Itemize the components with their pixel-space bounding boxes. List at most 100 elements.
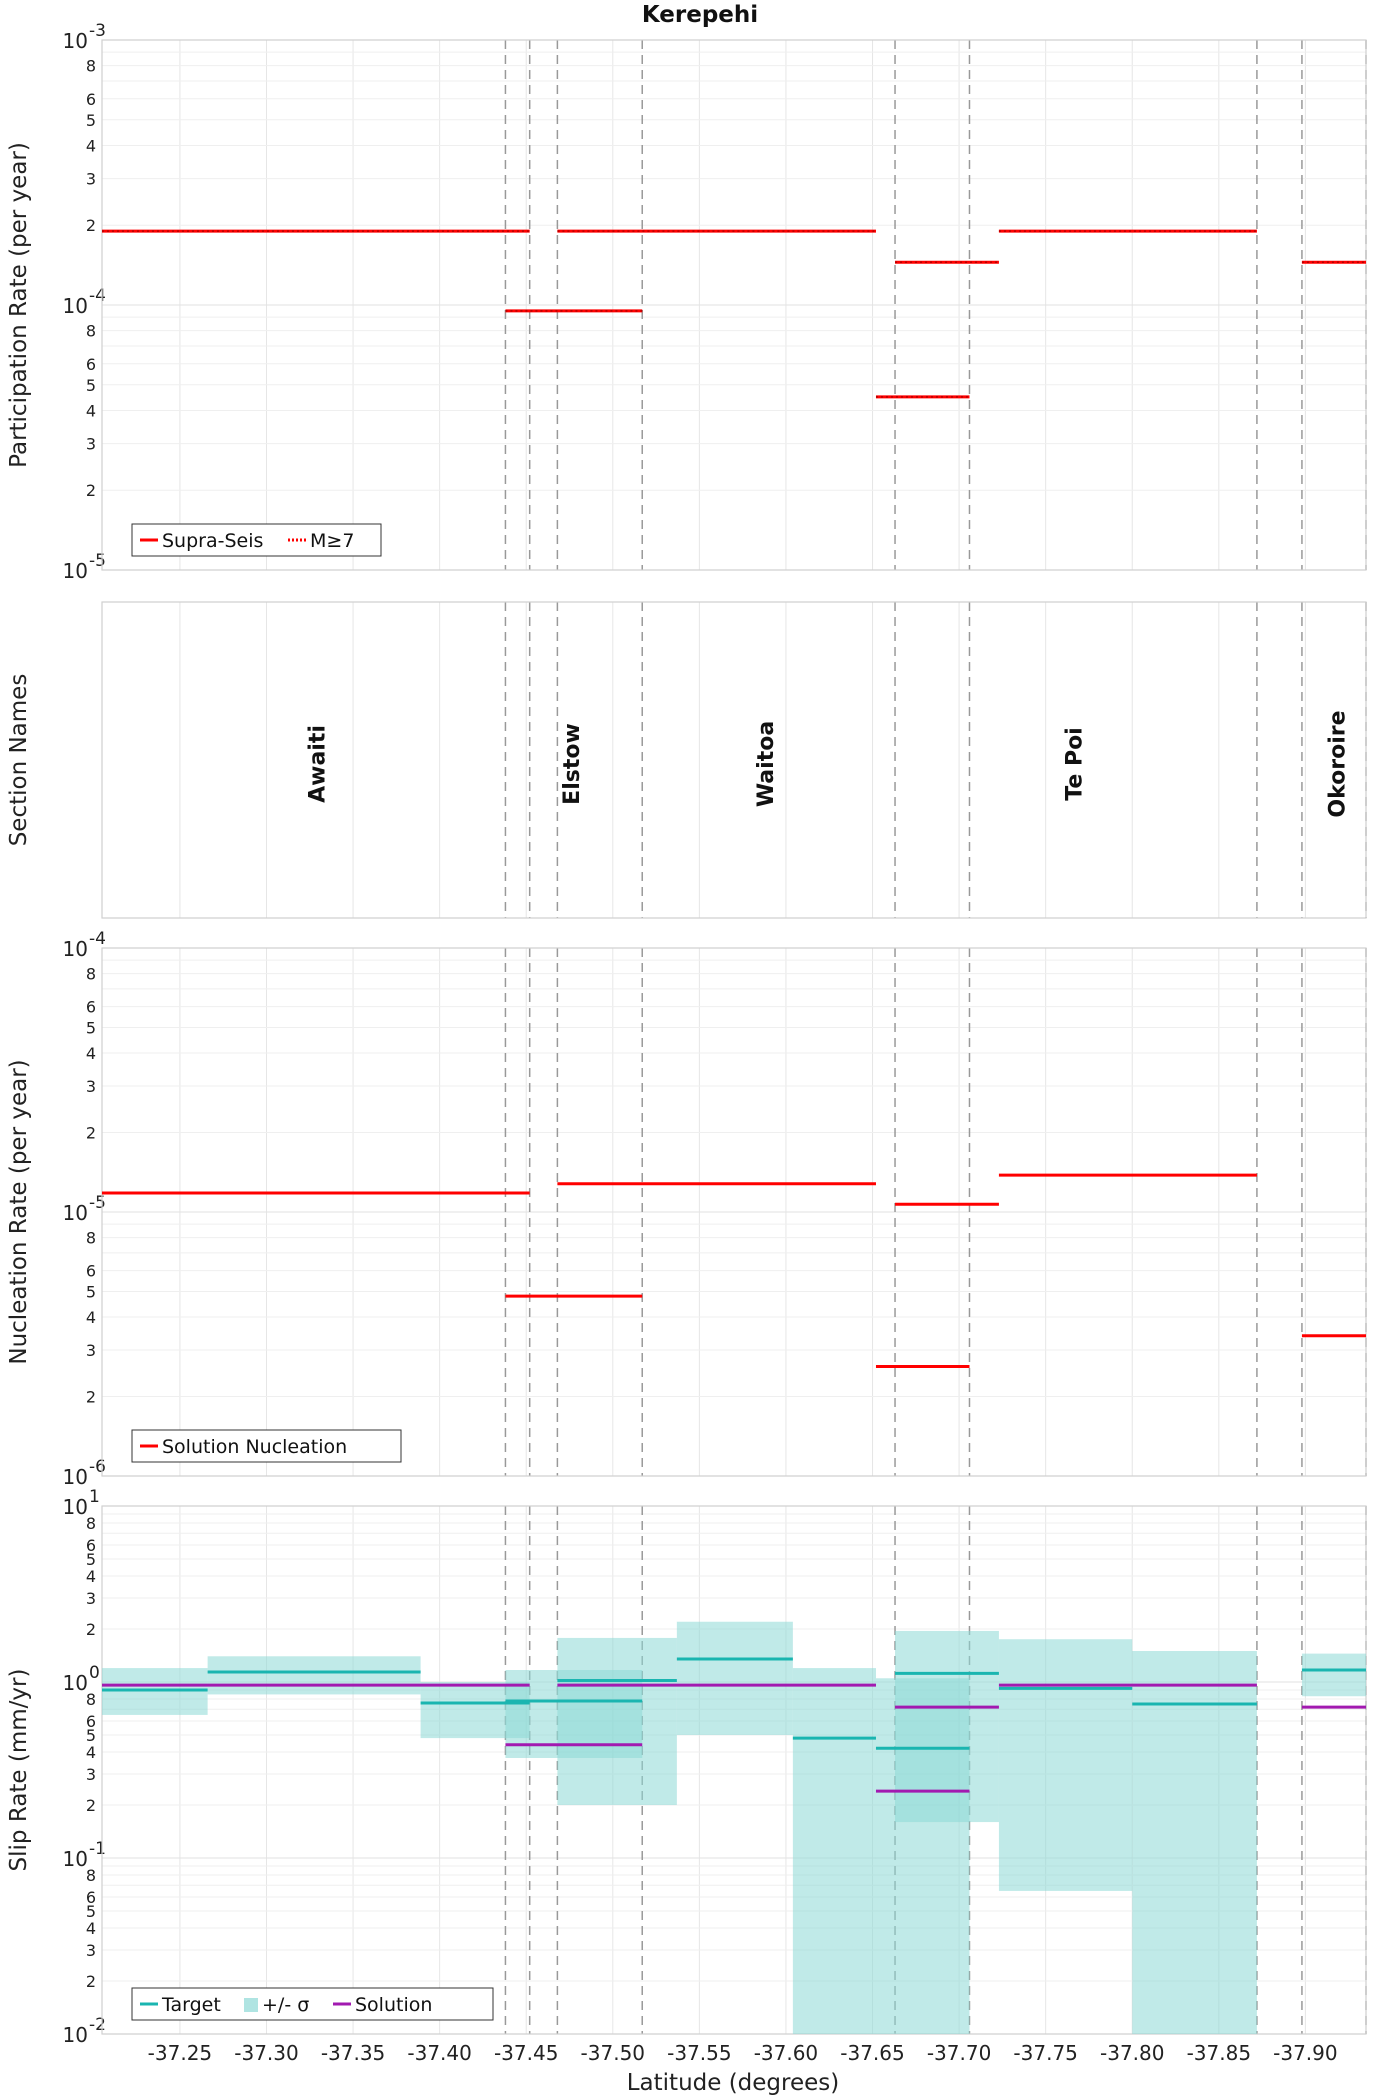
plot-frame — [101, 601, 1367, 919]
y-minor-tick-label: 2 — [86, 1388, 96, 1407]
x-tick-label: -37.85 — [1187, 2041, 1251, 2065]
section-name-label: Awaiti — [306, 725, 331, 803]
y-minor-tick-label: 2 — [86, 216, 96, 235]
plot-area — [102, 602, 1366, 918]
slip-sigma-band — [792, 1668, 876, 2034]
legend-entry: Solution — [355, 1994, 432, 2016]
y-tick-label: 10 — [63, 1847, 88, 1871]
y-tick-label: 10 — [63, 294, 88, 318]
y-minor-tick-label: 8 — [86, 1866, 96, 1885]
y-tick-exponent: -5 — [89, 551, 106, 571]
legend-swatch — [244, 1998, 258, 2012]
y-minor-tick-label: 2 — [86, 1796, 96, 1815]
x-tick-label: -37.75 — [1013, 2041, 1077, 2065]
y-tick-label: 10 — [63, 29, 88, 53]
y-tick-exponent: -2 — [89, 2015, 106, 2035]
y-minor-tick-label: 8 — [86, 1690, 96, 1709]
y-tick-exponent: -3 — [89, 21, 106, 41]
y-minor-tick-label: 4 — [86, 1044, 96, 1063]
y-minor-tick-label: 5 — [86, 1018, 96, 1037]
plot-frame — [101, 1505, 1367, 2035]
y-axis-label: Section Names — [6, 674, 32, 847]
y-minor-tick-label: 3 — [86, 435, 96, 454]
y-tick-exponent: 1 — [89, 1487, 100, 1507]
x-tick-label: -37.40 — [407, 2041, 471, 2065]
section-name-label: Elstow — [560, 723, 585, 805]
legend-entry: M≥7 — [310, 530, 354, 552]
y-minor-tick-label: 2 — [86, 1124, 96, 1143]
y-tick-label: 10 — [63, 1671, 88, 1695]
x-tick-label: -37.30 — [234, 2041, 298, 2065]
y-tick-exponent: 0 — [89, 1663, 100, 1683]
y-minor-tick-label: 3 — [86, 1765, 96, 1784]
legend-box — [131, 1429, 402, 1463]
x-tick-label: -37.70 — [927, 2041, 991, 2065]
legend-box — [131, 523, 382, 557]
y-minor-tick-label: 6 — [86, 1888, 96, 1907]
x-tick-label: -37.35 — [321, 2041, 385, 2065]
y-tick-label: 10 — [63, 1201, 88, 1225]
y-tick-label: 10 — [63, 937, 88, 961]
y-minor-tick-label: 4 — [86, 1308, 96, 1327]
plot-frame — [101, 39, 1367, 571]
section-name-label: Okoroire — [1326, 710, 1351, 817]
y-minor-tick-label: 4 — [86, 1743, 96, 1762]
slip-sigma-band — [1301, 1653, 1366, 1697]
y-tick-exponent: -5 — [89, 1193, 106, 1213]
y-minor-tick-label: 8 — [86, 57, 96, 76]
y-minor-tick-label: 6 — [86, 998, 96, 1017]
y-minor-tick-label: 5 — [86, 1726, 96, 1745]
y-minor-tick-label: 6 — [86, 355, 96, 374]
x-axis-label: Latitude (degrees) — [627, 2070, 840, 2096]
slip-sigma-band — [895, 1630, 999, 1823]
y-minor-tick-label: 8 — [86, 1229, 96, 1248]
y-minor-tick-label: 8 — [86, 322, 96, 341]
y-axis-label: Participation Rate (per year) — [6, 142, 32, 468]
x-tick-label: -37.90 — [1273, 2041, 1337, 2065]
y-minor-tick-label: 3 — [86, 1341, 96, 1360]
y-minor-tick-label: 5 — [86, 1902, 96, 1921]
y-minor-tick-label: 8 — [86, 965, 96, 984]
plot-frame — [101, 947, 1367, 1477]
y-tick-label: 10 — [63, 559, 88, 583]
y-minor-tick-label: 5 — [86, 1550, 96, 1569]
y-axis-label: Slip Rate (mm/yr) — [6, 1669, 32, 1872]
x-tick-label: -37.60 — [754, 2041, 818, 2065]
y-minor-tick-label: 6 — [86, 90, 96, 109]
y-minor-tick-label: 3 — [86, 170, 96, 189]
x-tick-label: -37.55 — [667, 2041, 731, 2065]
x-tick-label: -37.45 — [494, 2041, 558, 2065]
slip-sigma-band — [998, 1639, 1133, 1891]
y-minor-tick-label: 5 — [86, 111, 96, 130]
legend-box — [131, 1987, 494, 2021]
y-minor-tick-label: 4 — [86, 136, 96, 155]
y-tick-exponent: -4 — [89, 286, 106, 306]
section-name-label: Waitoa — [754, 721, 779, 807]
x-tick-label: -37.80 — [1100, 2041, 1164, 2065]
legend-entry: +/- σ — [262, 1994, 309, 2016]
y-minor-tick-label: 3 — [86, 1589, 96, 1608]
slip-sigma-band — [557, 1637, 677, 1806]
y-tick-exponent: -6 — [89, 1457, 106, 1477]
slip-sigma-band — [1132, 1651, 1257, 2034]
y-tick-label: 10 — [63, 2023, 88, 2047]
y-minor-tick-label: 3 — [86, 1941, 96, 1960]
x-tick-label: -37.25 — [148, 2041, 212, 2065]
y-tick-exponent: -1 — [89, 1839, 106, 1859]
y-minor-tick-label: 4 — [86, 1919, 96, 1938]
y-minor-tick-label: 6 — [86, 1712, 96, 1731]
chart-title: Kerepehi — [642, 2, 758, 28]
y-minor-tick-label: 6 — [86, 1262, 96, 1281]
y-tick-label: 10 — [63, 1465, 88, 1489]
x-tick-label: -37.65 — [840, 2041, 904, 2065]
y-minor-tick-label: 2 — [86, 481, 96, 500]
y-minor-tick-label: 4 — [86, 1567, 96, 1586]
y-tick-exponent: -4 — [89, 929, 106, 949]
x-tick-label: -37.50 — [581, 2041, 645, 2065]
y-minor-tick-label: 6 — [86, 1536, 96, 1555]
y-minor-tick-label: 4 — [86, 401, 96, 420]
y-minor-tick-label: 2 — [86, 1620, 96, 1639]
y-minor-tick-label: 8 — [86, 1514, 96, 1533]
slip-sigma-band — [207, 1656, 421, 1695]
